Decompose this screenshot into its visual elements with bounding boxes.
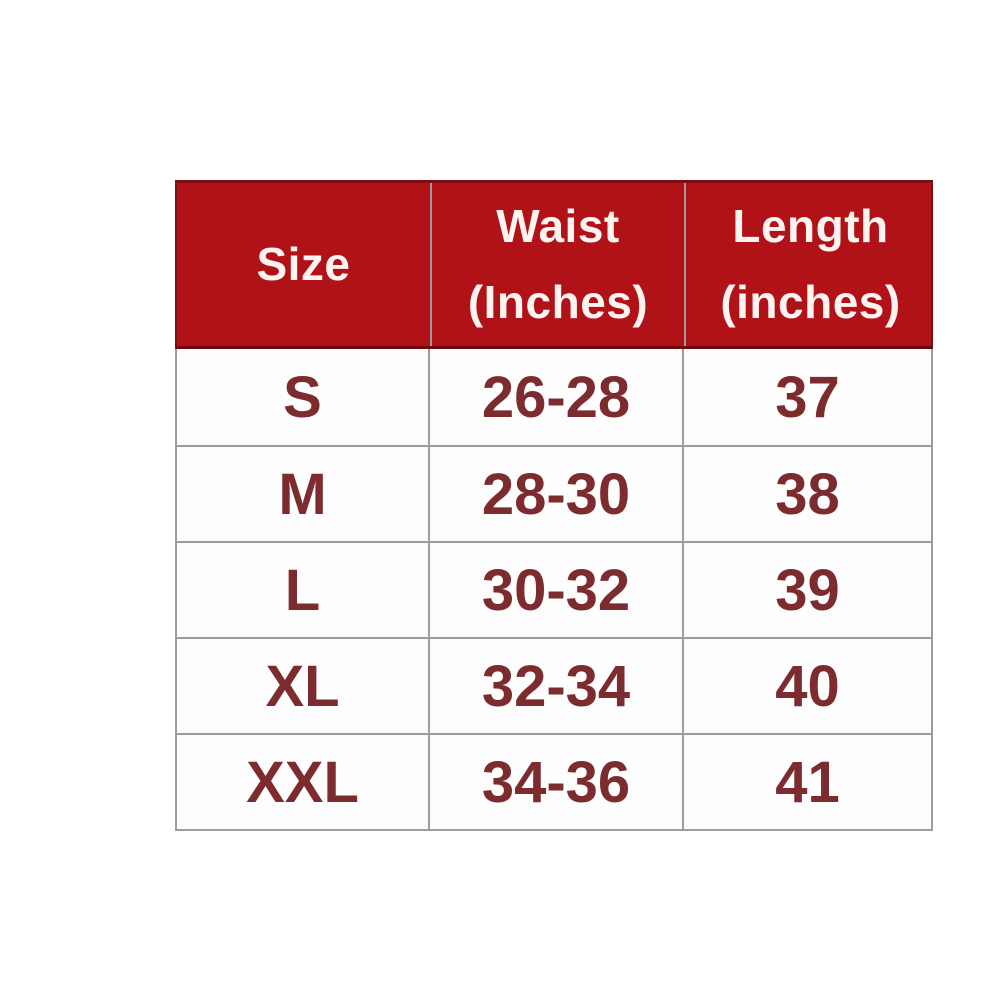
table-row-xxl: XXL 34-36 41 bbox=[177, 733, 931, 829]
cell-length: 38 bbox=[682, 447, 931, 541]
header-length-label-line1: Length bbox=[732, 199, 889, 252]
table-row-s: S 26-28 37 bbox=[177, 349, 931, 445]
cell-waist: 26-28 bbox=[428, 349, 682, 445]
header-cell-length: Length (inches) bbox=[684, 183, 935, 346]
header-waist-label-line1: Waist bbox=[496, 199, 620, 252]
table-body: S 26-28 37 M 28-30 38 L 30-32 39 XL 32-3… bbox=[175, 349, 933, 831]
header-size-label: Size bbox=[256, 237, 351, 290]
header-length-label-line2: (inches) bbox=[720, 275, 901, 328]
header-cell-waist: Waist (Inches) bbox=[430, 183, 684, 346]
header-row: Size Waist (Inches) Length (inches) bbox=[175, 180, 933, 349]
cell-length: 40 bbox=[682, 639, 931, 733]
cell-size: XL bbox=[265, 653, 340, 719]
cell-waist: 34-36 bbox=[428, 735, 682, 829]
table-row-xl: XL 32-34 40 bbox=[177, 637, 931, 733]
table-row-m: M 28-30 38 bbox=[177, 445, 931, 541]
cell-size: L bbox=[284, 557, 321, 623]
cell-length: 41 bbox=[682, 735, 931, 829]
table-row-l: L 30-32 39 bbox=[177, 541, 931, 637]
header-cell-size: Size bbox=[177, 183, 430, 346]
cell-size: XXL bbox=[246, 749, 359, 815]
cell-length: 39 bbox=[682, 543, 931, 637]
cell-size: S bbox=[283, 364, 322, 430]
cell-waist: 30-32 bbox=[428, 543, 682, 637]
cell-waist: 28-30 bbox=[428, 447, 682, 541]
cell-size: M bbox=[278, 461, 327, 527]
header-waist-label-line2: (Inches) bbox=[467, 275, 649, 328]
size-chart-table: Size Waist (Inches) Length (inches) S 26… bbox=[175, 180, 933, 831]
cell-waist: 32-34 bbox=[428, 639, 682, 733]
cell-length: 37 bbox=[682, 349, 931, 445]
